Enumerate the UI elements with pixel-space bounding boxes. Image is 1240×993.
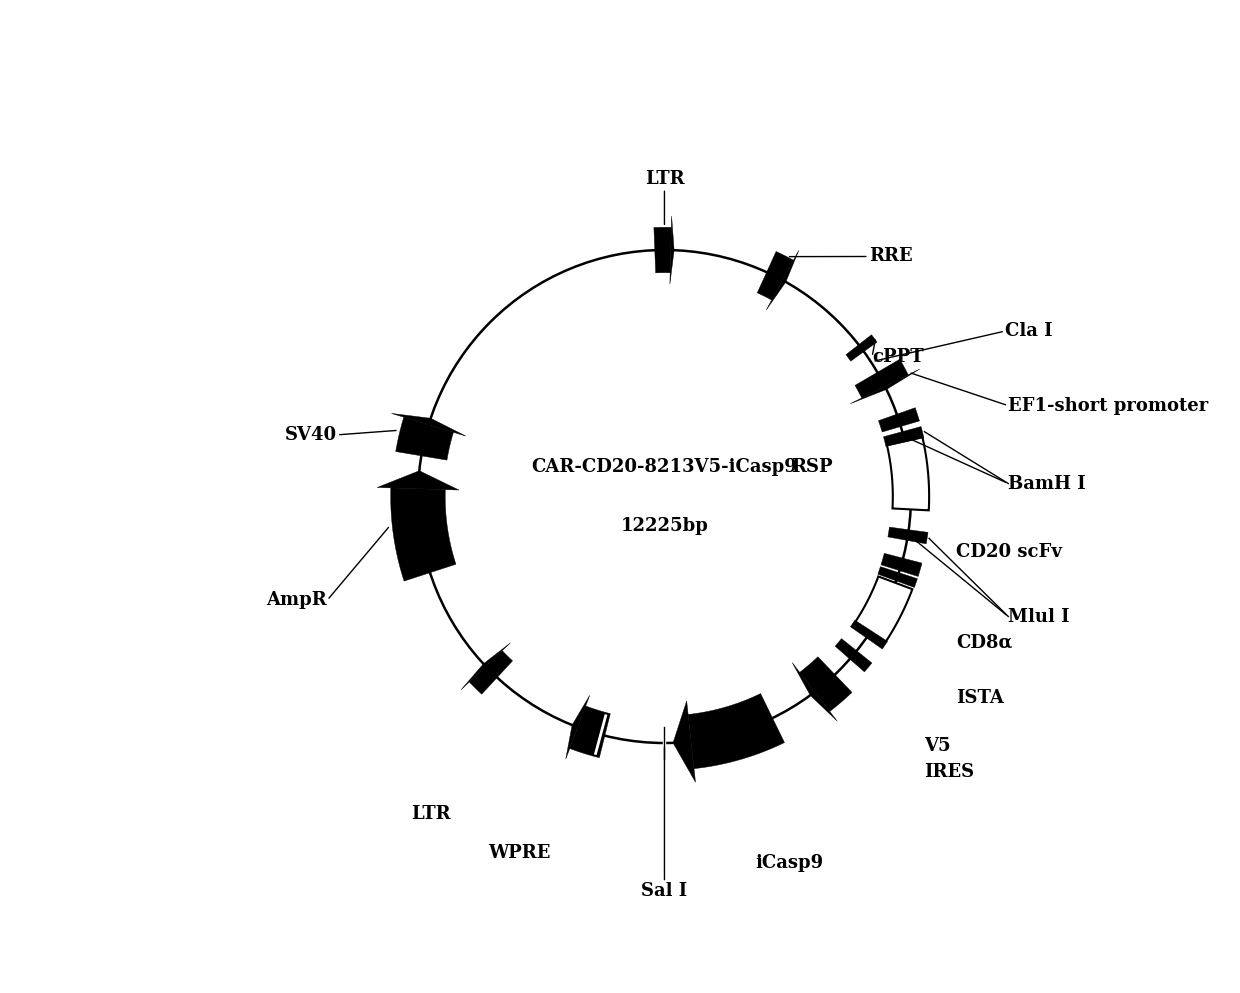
Polygon shape bbox=[880, 553, 923, 577]
Polygon shape bbox=[377, 471, 459, 490]
Text: RSP: RSP bbox=[791, 459, 833, 477]
Polygon shape bbox=[670, 216, 675, 284]
Text: AmpR: AmpR bbox=[267, 591, 327, 610]
Text: SV40: SV40 bbox=[285, 426, 337, 444]
Text: iCasp9: iCasp9 bbox=[755, 854, 823, 872]
Polygon shape bbox=[836, 638, 872, 672]
Text: CD8α: CD8α bbox=[956, 634, 1013, 651]
Polygon shape bbox=[469, 650, 512, 694]
Text: CAR-CD20-8213V5-iCasp9: CAR-CD20-8213V5-iCasp9 bbox=[532, 459, 797, 477]
Polygon shape bbox=[392, 413, 466, 436]
Polygon shape bbox=[854, 577, 913, 642]
Polygon shape bbox=[569, 706, 610, 758]
Text: EF1-short promoter: EF1-short promoter bbox=[1008, 396, 1209, 415]
Polygon shape bbox=[800, 656, 852, 711]
Polygon shape bbox=[653, 227, 671, 273]
Text: BamH I: BamH I bbox=[1008, 475, 1086, 493]
Polygon shape bbox=[391, 488, 456, 581]
Polygon shape bbox=[856, 359, 908, 398]
Text: cPPT: cPPT bbox=[872, 348, 924, 366]
Text: Mlul I: Mlul I bbox=[1008, 608, 1070, 626]
Polygon shape bbox=[766, 250, 799, 310]
Polygon shape bbox=[851, 621, 888, 649]
Polygon shape bbox=[884, 427, 924, 447]
Polygon shape bbox=[878, 408, 920, 432]
Polygon shape bbox=[878, 567, 918, 588]
Text: WPRE: WPRE bbox=[489, 844, 551, 862]
Polygon shape bbox=[792, 662, 837, 721]
Text: IRES: IRES bbox=[924, 764, 975, 781]
Polygon shape bbox=[688, 693, 785, 769]
Polygon shape bbox=[887, 437, 929, 510]
Polygon shape bbox=[396, 417, 454, 460]
Text: RRE: RRE bbox=[869, 247, 913, 265]
Text: LTR: LTR bbox=[410, 805, 450, 823]
Polygon shape bbox=[846, 335, 877, 361]
Polygon shape bbox=[851, 369, 920, 404]
Text: LTR: LTR bbox=[645, 171, 684, 189]
Polygon shape bbox=[673, 701, 696, 782]
Polygon shape bbox=[758, 251, 794, 300]
Text: CD20 scFv: CD20 scFv bbox=[956, 542, 1063, 561]
Text: Sal I: Sal I bbox=[641, 883, 688, 901]
Text: V5: V5 bbox=[924, 737, 951, 756]
Text: ISTA: ISTA bbox=[956, 688, 1004, 707]
Polygon shape bbox=[461, 642, 511, 690]
Polygon shape bbox=[888, 527, 928, 544]
Polygon shape bbox=[565, 695, 590, 759]
Text: Cla I: Cla I bbox=[1006, 322, 1053, 340]
Text: 12225bp: 12225bp bbox=[620, 516, 708, 534]
